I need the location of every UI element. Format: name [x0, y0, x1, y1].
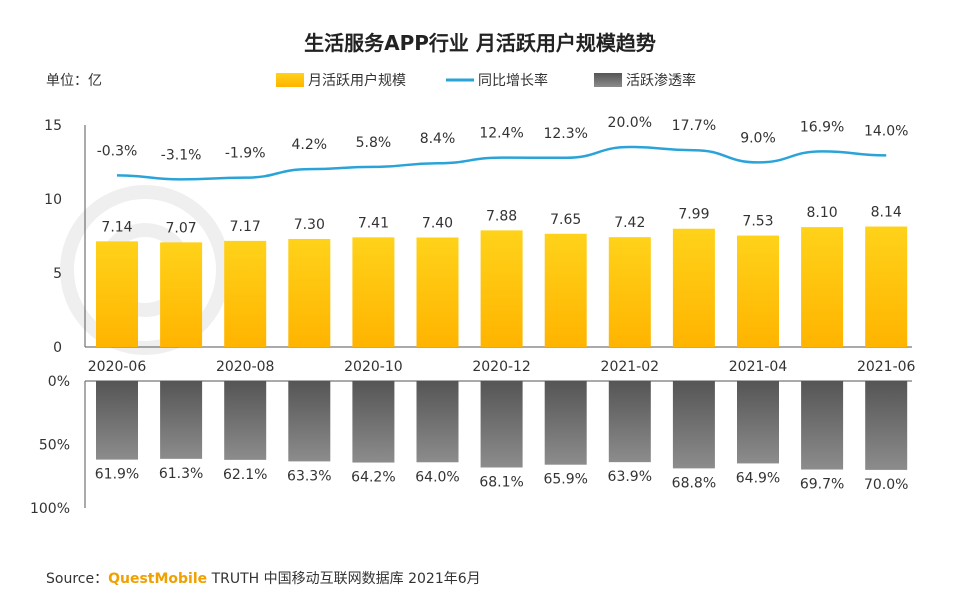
penetration-bar	[160, 381, 203, 459]
legend-label-yoy: 同比增长率	[478, 72, 548, 89]
yoy-data-label: 16.9%	[800, 119, 844, 135]
penetration-data-label: 68.1%	[479, 474, 523, 490]
mau-data-label: 7.07	[166, 220, 197, 236]
source-suffix: TRUTH 中国移动互联网数据库 2021年6月	[207, 571, 481, 587]
mau-bar	[801, 227, 844, 347]
penetration-bar	[288, 381, 331, 462]
mau-data-label: 7.42	[614, 215, 645, 231]
mau-data-label: 7.30	[294, 217, 325, 233]
mau-data-label: 7.41	[358, 215, 389, 231]
top-y-tick-label: 5	[53, 266, 62, 282]
mau-bar	[352, 237, 395, 347]
chart-title: 生活服务APP行业 月活跃用户规模趋势	[304, 31, 656, 55]
penetration-data-label: 64.9%	[736, 470, 780, 486]
legend-swatch-penetration	[594, 73, 622, 87]
penetration-data-label: 62.1%	[223, 467, 267, 483]
mau-bar	[865, 226, 908, 347]
unit-label: 单位：亿	[46, 73, 102, 89]
yoy-data-label: 4.2%	[292, 137, 328, 153]
x-tick-label: 2021-02	[601, 359, 660, 375]
x-tick-label: 2020-06	[88, 359, 147, 375]
mau-bar	[416, 237, 459, 347]
top-y-tick-label: 15	[44, 118, 62, 134]
source-brand: QuestMobile	[108, 571, 207, 587]
penetration-data-label: 63.3%	[287, 468, 331, 484]
x-tick-label: 2021-04	[729, 359, 788, 375]
yoy-data-label: 9.0%	[740, 130, 776, 146]
penetration-bar	[672, 381, 715, 469]
penetration-data-label: 65.9%	[543, 472, 587, 488]
mau-bar	[737, 235, 779, 347]
legend: 月活跃用户规模 同比增长率 活跃渗透率	[276, 72, 696, 89]
yoy-data-label: -3.1%	[161, 147, 202, 163]
mau-data-label: 8.10	[807, 205, 838, 221]
yoy-data-label: 14.0%	[864, 123, 908, 139]
mau-data-label: 7.17	[230, 219, 261, 235]
penetration-bar	[480, 381, 523, 468]
yoy-data-label: 20.0%	[608, 115, 652, 131]
penetration-data-label: 64.0%	[415, 469, 459, 485]
mau-bar	[224, 240, 267, 347]
legend-label-penetration: 活跃渗透率	[626, 72, 696, 89]
x-tick-label: 2021-06	[857, 359, 916, 375]
penetration-data-label: 61.3%	[159, 466, 203, 482]
penetration-bar	[416, 381, 459, 463]
mau-bar	[544, 233, 587, 347]
source-note: Source：QuestMobile TRUTH 中国移动互联网数据库 2021…	[46, 571, 481, 587]
mau-data-label: 8.14	[871, 205, 902, 221]
mau-bar	[96, 241, 138, 347]
mau-bar	[288, 238, 331, 347]
penetration-bar	[96, 381, 138, 460]
x-tick-label: 2020-12	[472, 359, 531, 375]
penetration-data-label: 70.0%	[864, 477, 908, 493]
penetration-data-label: 69.7%	[800, 477, 844, 493]
penetration-data-label: 63.9%	[608, 469, 652, 485]
top-y-tick-label: 0	[53, 340, 62, 356]
penetration-bar	[737, 381, 779, 464]
mau-data-label: 7.40	[422, 215, 453, 231]
yoy-data-label: 17.7%	[672, 118, 716, 134]
penetration-bar	[865, 381, 908, 470]
penetration-bar	[801, 381, 844, 470]
mau-bar	[160, 242, 203, 347]
legend-label-mau: 月活跃用户规模	[308, 72, 406, 89]
yoy-data-label: -1.9%	[225, 146, 266, 162]
bottom-y-tick-label: 50%	[39, 438, 70, 454]
penetration-data-label: 68.8%	[672, 475, 716, 491]
penetration-bar	[544, 381, 587, 465]
mau-bar	[608, 237, 651, 347]
bottom-y-tick-label: 100%	[30, 501, 70, 517]
yoy-data-label: 12.3%	[543, 126, 587, 142]
mau-data-label: 7.65	[550, 212, 581, 228]
penetration-bar	[224, 381, 267, 460]
penetration-data-label: 61.9%	[95, 467, 139, 483]
mau-bar	[672, 228, 715, 347]
bottom-y-tick-label: 0%	[48, 374, 70, 390]
mau-data-label: 7.53	[742, 214, 773, 230]
yoy-data-label: 12.4%	[479, 126, 523, 142]
x-tick-label: 2020-08	[216, 359, 275, 375]
penetration-data-label: 64.2%	[351, 470, 395, 486]
mau-data-label: 7.99	[678, 207, 709, 223]
mau-data-label: 7.14	[101, 219, 132, 235]
mau-data-label: 7.88	[486, 208, 517, 224]
yoy-data-label: 5.8%	[356, 135, 392, 151]
x-tick-label: 2020-10	[344, 359, 403, 375]
yoy-data-label: -0.3%	[97, 143, 138, 159]
top-y-tick-label: 10	[44, 192, 62, 208]
penetration-bar	[352, 381, 395, 463]
yoy-data-label: 8.4%	[420, 131, 456, 147]
mau-bar	[480, 230, 523, 347]
source-prefix: Source：	[46, 571, 108, 587]
penetration-bar	[608, 381, 651, 463]
legend-swatch-mau	[276, 73, 304, 87]
